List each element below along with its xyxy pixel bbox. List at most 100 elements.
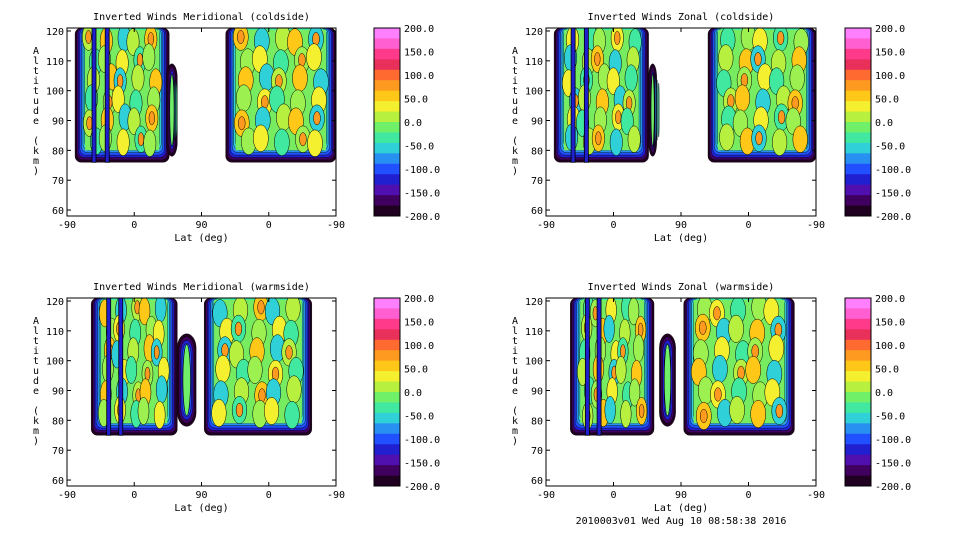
- colorbar-swatch: [374, 454, 400, 466]
- colorbar-tick-label: -200.0: [404, 482, 440, 493]
- colorbar-swatch: [845, 381, 871, 393]
- x-tick-label: 90: [195, 220, 207, 231]
- colorbar: 200.0 150.0 100.0 50.0 0.0 -50.0 -100.0 -150.0 -…: [844, 294, 911, 493]
- colorbar-swatch: [845, 205, 871, 217]
- x-tick-label: -90: [58, 490, 76, 501]
- y-tick-label: 70: [531, 446, 543, 457]
- colorbar-swatch: [845, 101, 871, 113]
- colorbar-tick-label: 50.0: [875, 365, 899, 376]
- colorbar-tick-label: -150.0: [875, 459, 911, 470]
- colorbar-tick-label: -200.0: [404, 212, 440, 223]
- colorbar-tick-label: -100.0: [875, 165, 911, 176]
- colorbar-swatch: [374, 132, 400, 144]
- colorbar-swatch: [845, 433, 871, 445]
- colorbar-swatch: [374, 38, 400, 50]
- colorbar-swatch: [845, 392, 871, 403]
- y-tick-label: 80: [52, 416, 64, 427]
- colorbar-swatch: [374, 350, 400, 362]
- chart-title: Inverted Winds Meridional (warmside): [93, 282, 310, 293]
- colorbar-swatch: [374, 308, 400, 320]
- colorbar-swatch: [374, 318, 400, 330]
- y-tick-label: 80: [531, 146, 543, 157]
- colorbar-swatch: [845, 184, 871, 196]
- contour-region: [91, 298, 178, 436]
- chart-panel: Inverted Winds Meridional (warmside) 60 70…: [33, 282, 440, 514]
- colorbar-tick-label: 0.0: [404, 118, 422, 129]
- colorbar-tick-label: -150.0: [875, 189, 911, 200]
- x-tick-label: 0: [745, 220, 751, 231]
- x-tick-label: 0: [266, 220, 272, 231]
- y-tick-label: 70: [531, 176, 543, 187]
- colorbar-swatch: [845, 444, 871, 456]
- colorbar-swatch: [845, 90, 871, 102]
- colorbar-tick-label: 200.0: [404, 294, 434, 305]
- chart-title: Inverted Winds Meridional (coldside): [93, 12, 310, 23]
- colorbar-swatch: [374, 475, 400, 487]
- colorbar-tick-label: 150.0: [875, 48, 905, 59]
- colorbar-tick-label: 0.0: [404, 388, 422, 399]
- colorbar-tick-label: 200.0: [875, 24, 905, 35]
- y-tick-label: 110: [525, 327, 543, 338]
- colorbar-swatch: [374, 69, 400, 81]
- y-tick-label: 90: [52, 117, 64, 128]
- footer-timestamp: 2010003v01 Wed Aug 10 08:58:38 2016: [576, 516, 787, 527]
- colorbar-swatch: [845, 371, 871, 383]
- y-tick-label: 100: [525, 357, 543, 368]
- colorbar-tick-label: 150.0: [404, 48, 434, 59]
- y-tick-label: 100: [46, 357, 64, 368]
- colorbar-swatch: [845, 142, 871, 154]
- x-axis-label: Lat (deg): [174, 233, 228, 244]
- x-axis-label: Lat (deg): [654, 233, 708, 244]
- y-tick-label: 120: [46, 297, 64, 308]
- x-tick-label: -90: [807, 490, 825, 501]
- colorbar-swatch: [374, 465, 400, 477]
- colorbar-swatch: [374, 298, 400, 309]
- colorbar: 200.0 150.0 100.0 50.0 0.0 -50.0 -100.0 -150.0 -…: [373, 294, 440, 493]
- colorbar-tick-label: -100.0: [404, 165, 440, 176]
- colorbar-swatch: [845, 412, 871, 424]
- colorbar-swatch: [845, 59, 871, 71]
- colorbar-swatch: [374, 205, 400, 217]
- x-axis-label: Lat (deg): [174, 503, 228, 514]
- x-tick-label: 0: [745, 490, 751, 501]
- y-tick-label: 120: [46, 27, 64, 38]
- contour-region: [707, 28, 816, 163]
- chart-panel: Inverted Winds Meridional (coldside) 60 70…: [33, 12, 440, 244]
- colorbar-swatch: [845, 111, 871, 123]
- colorbar-tick-label: -200.0: [875, 212, 911, 223]
- contour-region: [225, 28, 336, 163]
- colorbar-swatch: [374, 360, 400, 372]
- x-axis-label: Lat (deg): [654, 503, 708, 514]
- y-tick-label: 60: [531, 206, 543, 217]
- colorbar-swatch: [374, 184, 400, 196]
- contour-region: [553, 28, 649, 163]
- colorbar-swatch: [374, 163, 400, 175]
- chart-panel: Inverted Winds Zonal (coldside) 60 70 80 90 1…: [512, 12, 911, 244]
- colorbar-tick-label: 100.0: [875, 341, 905, 352]
- y-tick-label: 90: [52, 387, 64, 398]
- x-tick-label: -90: [327, 220, 345, 231]
- y-tick-label: 110: [46, 57, 64, 68]
- colorbar-swatch: [374, 444, 400, 456]
- colorbar-swatch: [845, 80, 871, 92]
- x-tick-label: 0: [131, 220, 137, 231]
- y-tick-label: 80: [52, 146, 64, 157]
- y-tick-label: 90: [531, 387, 543, 398]
- y-tick-label: 100: [525, 87, 543, 98]
- colorbar-tick-label: 200.0: [404, 24, 434, 35]
- x-tick-label: -90: [537, 220, 555, 231]
- colorbar-swatch: [845, 465, 871, 477]
- y-tick-label: 60: [531, 476, 543, 487]
- colorbar-swatch: [374, 402, 400, 414]
- y-tick-label: 100: [46, 87, 64, 98]
- colorbar-tick-label: 50.0: [404, 365, 428, 376]
- colorbar-swatch: [374, 381, 400, 393]
- colorbar-tick-label: -50.0: [875, 142, 905, 153]
- colorbar-swatch: [845, 195, 871, 207]
- colorbar-swatch: [845, 454, 871, 466]
- x-tick-label: -90: [58, 220, 76, 231]
